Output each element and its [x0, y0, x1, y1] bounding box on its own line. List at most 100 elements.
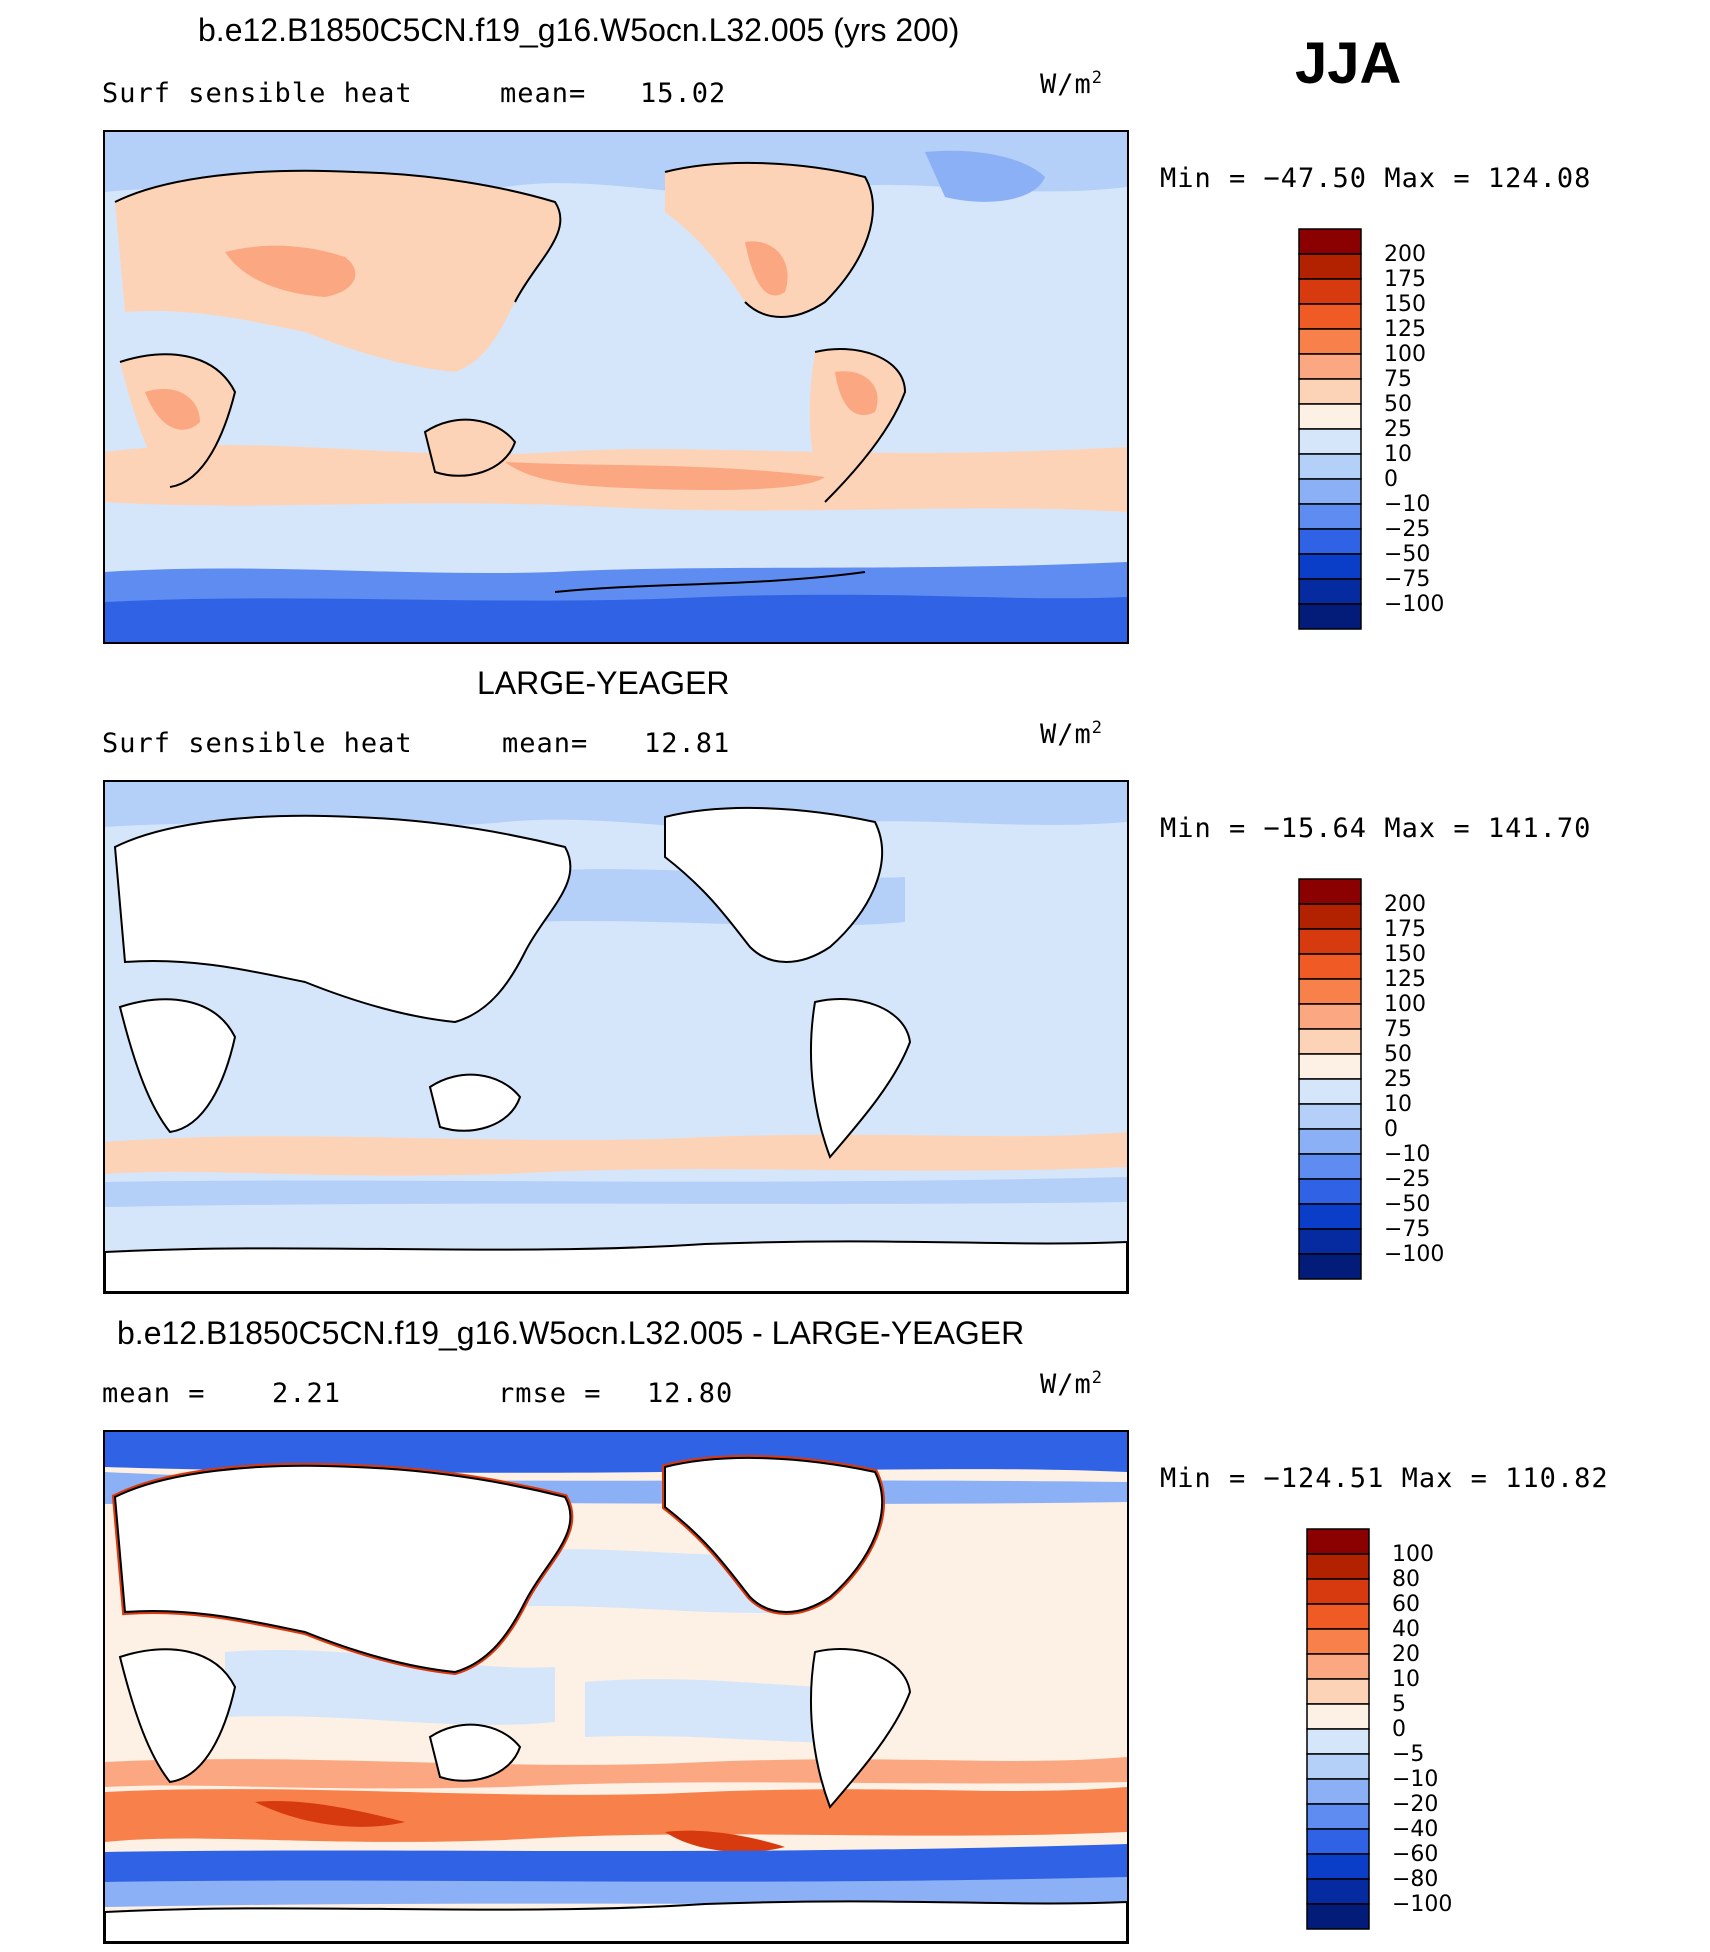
- panel2-minmax: Min = −15.64 Max = 141.70: [1160, 813, 1592, 844]
- panel3-colorbar: 100 80 60 40 20 10 5 0 −5 −10 −20 −40 −60 −80 −100: [1306, 1528, 1452, 1932]
- colorbar-swatch: [1298, 1003, 1362, 1030]
- colorbar-tick-label: −25: [1384, 517, 1430, 542]
- panel3-map: [103, 1430, 1129, 1944]
- colorbar-swatch: [1306, 1703, 1370, 1730]
- colorbar-tick-label: 50: [1384, 1042, 1412, 1067]
- colorbar-tick-label: −10: [1384, 1142, 1430, 1167]
- colorbar-tick-label: −5: [1392, 1742, 1424, 1767]
- colorbar-swatch: [1306, 1753, 1370, 1780]
- colorbar-swatch: [1298, 303, 1362, 330]
- panel1-colorbar: 200 175 150 125 100 75 50 25 10 0 −10 −25 −50 −75 −100: [1298, 228, 1444, 632]
- colorbar-tick-label: 25: [1384, 1067, 1412, 1092]
- colorbar-swatch: [1298, 1128, 1362, 1155]
- colorbar-tick-label: 175: [1384, 267, 1426, 292]
- colorbar-tick-label: 60: [1392, 1592, 1420, 1617]
- panel2-units: W/m2: [1040, 718, 1104, 750]
- panel3-rmse-label: rmse =: [498, 1378, 602, 1409]
- colorbar-tick-label: 200: [1384, 242, 1426, 267]
- colorbar-swatch: [1298, 578, 1362, 605]
- colorbar-swatch: [1306, 1603, 1370, 1630]
- colorbar-swatch: [1298, 1078, 1362, 1105]
- colorbar-tick-label: 5: [1392, 1692, 1406, 1717]
- panel3-minmax: Min = −124.51 Max = 110.82: [1160, 1463, 1609, 1494]
- colorbar-swatch: [1298, 928, 1362, 955]
- colorbar-swatch: [1298, 278, 1362, 305]
- colorbar-swatch: [1298, 1178, 1362, 1205]
- colorbar-tick-label: −100: [1392, 1892, 1452, 1917]
- panel1-mean-value: 15.02: [640, 78, 727, 109]
- colorbar-swatch: [1306, 1803, 1370, 1830]
- colorbar-tick-label: −75: [1384, 567, 1430, 592]
- colorbar-tick-label: 150: [1384, 292, 1426, 317]
- colorbar-swatch: [1298, 603, 1362, 630]
- colorbar-swatch: [1298, 503, 1362, 530]
- colorbar-swatch: [1298, 478, 1362, 505]
- colorbar-tick-label: 50: [1384, 392, 1412, 417]
- colorbar-tick-label: 0: [1384, 467, 1398, 492]
- colorbar-swatch: [1306, 1628, 1370, 1655]
- colorbar-tick-label: 200: [1384, 892, 1426, 917]
- colorbar-swatch: [1306, 1578, 1370, 1605]
- colorbar-swatch: [1298, 953, 1362, 980]
- colorbar-swatch: [1306, 1553, 1370, 1580]
- colorbar-tick-label: −40: [1392, 1817, 1438, 1842]
- colorbar-swatch: [1298, 1203, 1362, 1230]
- colorbar-swatch: [1298, 878, 1362, 905]
- colorbar-swatch: [1298, 403, 1362, 430]
- colorbar-swatch: [1298, 978, 1362, 1005]
- panel3-mean-label: mean =: [102, 1378, 206, 1409]
- colorbar-swatch: [1298, 228, 1362, 255]
- panel2-map-svg: [105, 782, 1127, 1292]
- colorbar-swatch: [1298, 1228, 1362, 1255]
- panel1-mean-label: mean=: [500, 78, 587, 109]
- colorbar-tick-label: 20: [1392, 1642, 1420, 1667]
- season-label: JJA: [1295, 31, 1402, 96]
- panel1-variable: Surf sensible heat: [102, 78, 413, 109]
- colorbar-tick-label: 10: [1384, 442, 1412, 467]
- colorbar-swatch: [1298, 1153, 1362, 1180]
- colorbar-swatch: [1306, 1878, 1370, 1905]
- panel2-title: LARGE-YEAGER: [477, 665, 730, 701]
- colorbar-swatch: [1298, 1053, 1362, 1080]
- colorbar-swatch: [1298, 453, 1362, 480]
- colorbar-tick-label: −25: [1384, 1167, 1430, 1192]
- colorbar-tick-label: 100: [1384, 992, 1426, 1017]
- panel3-mean-value: 2.21: [272, 1378, 342, 1409]
- colorbar-swatch: [1298, 1253, 1362, 1280]
- colorbar-swatch: [1306, 1528, 1370, 1555]
- colorbar-tick-label: 0: [1392, 1717, 1406, 1742]
- colorbar-tick-label: −60: [1392, 1842, 1438, 1867]
- colorbar-tick-label: −100: [1384, 592, 1444, 617]
- colorbar-tick-label: −50: [1384, 542, 1430, 567]
- panel1-units: W/m2: [1040, 68, 1104, 100]
- colorbar-tick-label: −50: [1384, 1192, 1430, 1217]
- colorbar-tick-label: 125: [1384, 317, 1426, 342]
- colorbar-swatch: [1298, 1103, 1362, 1130]
- panel3-rmse-value: 12.80: [647, 1378, 734, 1409]
- colorbar-swatch: [1298, 903, 1362, 930]
- colorbar-tick-label: 175: [1384, 917, 1426, 942]
- colorbar-tick-label: 100: [1384, 342, 1426, 367]
- colorbar-tick-label: 100: [1392, 1542, 1434, 1567]
- colorbar-tick-label: −10: [1392, 1767, 1438, 1792]
- colorbar-swatch: [1306, 1678, 1370, 1705]
- colorbar-swatch: [1298, 253, 1362, 280]
- colorbar-tick-label: 75: [1384, 367, 1412, 392]
- colorbar-swatch: [1306, 1853, 1370, 1880]
- colorbar-swatch: [1298, 328, 1362, 355]
- panel1-map: [103, 130, 1129, 644]
- panel3-map-svg: [105, 1432, 1127, 1942]
- colorbar-tick-label: 80: [1392, 1567, 1420, 1592]
- colorbar-tick-label: −20: [1392, 1792, 1438, 1817]
- colorbar-tick-label: −80: [1392, 1867, 1438, 1892]
- colorbar-swatch: [1306, 1653, 1370, 1680]
- colorbar-tick-label: 25: [1384, 417, 1412, 442]
- colorbar-swatch: [1306, 1828, 1370, 1855]
- colorbar-tick-label: 40: [1392, 1617, 1420, 1642]
- colorbar-swatch: [1298, 553, 1362, 580]
- colorbar-tick-label: −75: [1384, 1217, 1430, 1242]
- colorbar-swatch: [1298, 528, 1362, 555]
- panel1-map-svg: [105, 132, 1127, 642]
